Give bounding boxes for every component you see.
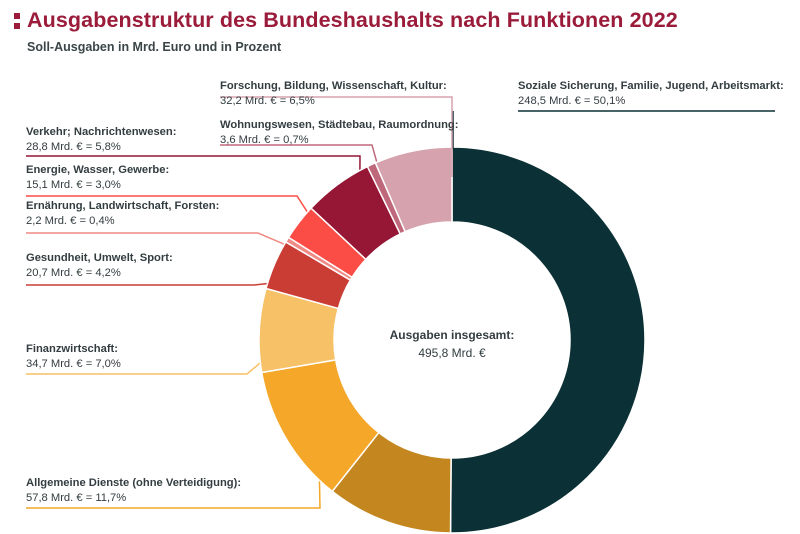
chart-title: Ausgabenstruktur des Bundeshaushalts nac…: [27, 8, 678, 32]
slice-label-value: 34,7 Mrd. € = 7,0%: [26, 358, 121, 370]
donut-slice: [374, 146, 453, 233]
slice-label-value: 20,7 Mrd. € = 4,2%: [26, 267, 121, 279]
total-label: Ausgaben insgesamt:: [389, 328, 515, 342]
slice-label-name: Finanzwirtschaft:: [26, 343, 118, 355]
slice-label-name: Forschung, Bildung, Wissenschaft, Kultur…: [220, 80, 447, 92]
total-value: 495,8 Mrd. €: [418, 346, 486, 360]
slice-label-name: Verkehr; Nachrichtenwesen:: [26, 126, 177, 138]
label-forschung: Forschung, Bildung, Wissenschaft, Kultur…: [220, 79, 447, 109]
label-gesundheit: Gesundheit, Umwelt, Sport: 20,7 Mrd. € =…: [26, 251, 173, 281]
leader-line: [220, 96, 453, 177]
slice-label-value: 28,8 Mrd. € = 5,8%: [26, 141, 121, 153]
slice-label-value: 3,6 Mrd. € = 0,7%: [220, 134, 309, 146]
slice-label-name: Allgemeine Dienste (ohne Verteidigung):: [26, 477, 242, 489]
slice-label-name: Gesundheit, Umwelt, Sport:: [26, 252, 173, 264]
donut-slice: [449, 146, 646, 534]
slice-label-value: 2,2 Mrd. € = 0,4%: [26, 215, 115, 227]
label-soziale-sicherung: Soziale Sicherung, Familie, Jugend, Arbe…: [518, 79, 784, 109]
slice-label-name: Ernährung, Landwirtschaft, Forsten:: [26, 200, 220, 212]
slice-label-name: Soziale Sicherung, Familie, Jugend, Arbe…: [518, 80, 784, 92]
slice-label-value: 248,5 Mrd. € = 50,1%: [518, 95, 626, 107]
label-verkehr: Verkehr; Nachrichtenwesen: 28,8 Mrd. € =…: [26, 125, 176, 155]
slice-label-value: 32,2 Mrd. € = 6,5%: [220, 95, 315, 107]
label-allgemeine-dienste: Allgemeine Dienste (ohne Verteidigung): …: [26, 476, 241, 506]
donut-center-label: Ausgaben insgesamt: 495,8 Mrd. €: [352, 326, 552, 362]
title-logo-mark: [14, 13, 20, 29]
label-energie: Energie, Wasser, Gewerbe: 15,1 Mrd. € = …: [26, 163, 169, 193]
slice-label-value: 15,1 Mrd. € = 3,0%: [26, 179, 121, 191]
slice-label-value: 57,8 Mrd. € = 11,7%: [26, 492, 127, 504]
label-ernaehrung: Ernährung, Landwirtschaft, Forsten: 2,2 …: [26, 199, 219, 229]
label-finanzwirtschaft: Finanzwirtschaft: 34,7 Mrd. € = 7,0%: [26, 342, 121, 372]
slice-label-name: Energie, Wasser, Gewerbe:: [26, 164, 170, 176]
chart-subtitle: Soll-Ausgaben in Mrd. Euro und in Prozen…: [27, 40, 282, 54]
slice-label-name: Wohnungswesen, Städtebau, Raumordnung:: [220, 119, 459, 131]
label-wohnungswesen: Wohnungswesen, Städtebau, Raumordnung: 3…: [220, 118, 458, 148]
